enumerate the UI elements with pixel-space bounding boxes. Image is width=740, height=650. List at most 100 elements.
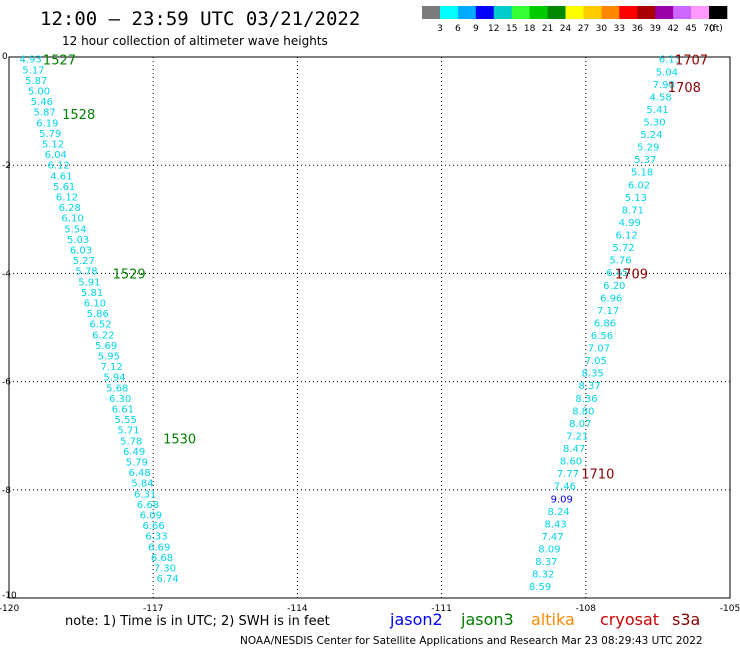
swh-value: 8.43: [544, 519, 566, 530]
swh-value: 5.30: [643, 117, 665, 128]
swh-value: 8.59: [529, 582, 551, 593]
swh-value: 5.94: [103, 373, 125, 384]
swh-value: 6.04: [45, 150, 67, 161]
swh-value: 8.80: [572, 406, 594, 417]
swh-value: 8.37: [535, 557, 557, 568]
swh-value: 5.76: [609, 256, 631, 267]
swh-value: 6.22: [92, 330, 114, 341]
colorbar-swatch: [565, 6, 584, 19]
swh-value: 6.30: [109, 394, 131, 405]
colorbar-swatch: [583, 6, 602, 19]
colorbar-label: 27: [578, 24, 589, 34]
swh-value: 7.05: [585, 356, 607, 367]
x-tick-label: -111: [431, 604, 451, 614]
swh-value: 6.52: [89, 320, 111, 331]
colorbar-swatch: [619, 6, 638, 19]
y-tick-label: -4: [2, 269, 11, 279]
swh-value: 7.77: [557, 469, 579, 480]
swh-value: 5.68: [106, 383, 128, 394]
swh-value: 7.12: [101, 362, 123, 373]
time-label: 1528: [62, 108, 95, 123]
colorbar-label: 42: [667, 24, 678, 34]
chart-title: 12:00 – 23:59 UTC 03/21/2022: [40, 8, 360, 30]
swh-value: 6.49: [123, 447, 145, 458]
swh-value: 5.13: [625, 193, 647, 204]
colorbar-label: 12: [488, 24, 499, 34]
y-tick-label: 0: [2, 52, 8, 62]
swh-value: 9.09: [551, 494, 573, 505]
swh-value: 5.84: [131, 479, 153, 490]
time-label: 1527: [43, 54, 76, 69]
swh-value: 6.45: [606, 268, 628, 279]
swh-value: 8.32: [532, 570, 554, 581]
swh-value: 4.93: [19, 55, 41, 66]
time-label: 1710: [581, 468, 614, 483]
y-tick-label: -10: [2, 591, 17, 601]
swh-value: 4.99: [619, 218, 641, 229]
swh-value: 6.33: [145, 532, 167, 543]
footer-text: NOAA/NESDIS Center for Satellite Applica…: [240, 635, 703, 647]
swh-value: 5.79: [126, 457, 148, 468]
swh-value: 5.46: [31, 97, 53, 108]
swh-value: 6.69: [148, 542, 170, 553]
note-text: note: 1) Time is in UTC; 2) SWH is in fe…: [65, 614, 330, 629]
colorbar-label: 36: [632, 24, 644, 34]
legend-item-jason2: jason2: [389, 610, 443, 629]
colorbar-swatch: [493, 6, 513, 19]
swh-value: 6.68: [151, 553, 173, 564]
colorbar-swatch: [547, 6, 566, 19]
swh-value: 6.02: [628, 180, 650, 191]
colorbar-label: 15: [506, 24, 517, 34]
swh-value: 6.19: [36, 118, 58, 129]
colorbar-swatch: [439, 6, 459, 19]
swh-value: 6.09: [140, 510, 162, 521]
swh-value: 5.18: [631, 168, 653, 179]
plot-frame: [8, 56, 731, 599]
legend-item-s3a: s3a: [672, 610, 700, 629]
time-label: 1709: [615, 267, 648, 282]
swh-value: 6.10: [84, 298, 106, 309]
x-tick-label: -108: [576, 604, 597, 614]
swh-value: 6.68: [137, 500, 159, 511]
swh-value: 5.54: [64, 224, 86, 235]
colorbar-swatch: [673, 6, 692, 19]
colorbar-label: 45: [685, 24, 696, 34]
y-tick-label: -2: [2, 161, 11, 171]
swh-value: 6.10: [61, 214, 83, 225]
swh-value: 5.72: [612, 243, 634, 254]
swh-value: 8.35: [582, 369, 604, 380]
x-tick-label: -120: [0, 604, 19, 614]
swh-value: 5.17: [22, 65, 44, 76]
swh-value: 5.37: [634, 155, 656, 166]
swh-value: 5.87: [25, 76, 47, 87]
swh-value: 6.61: [112, 404, 134, 415]
swh-value: 5.78: [75, 267, 97, 278]
colorbar-swatch: [601, 6, 620, 19]
swh-value: 4.61: [50, 171, 72, 182]
track-cryosat: 6.135.04 7.904.58 5.415.30 5.24 5.295.37 5.18…: [529, 54, 708, 593]
satellite-legend: jason2 jason3 altika cryosat s3a: [389, 610, 700, 629]
swh-value: 5.91: [78, 277, 100, 288]
swh-value: 6.56: [591, 331, 613, 342]
swh-value: 7.30: [154, 563, 176, 574]
legend-item-jason3: jason3: [460, 610, 514, 629]
y-tick-label: -8: [2, 486, 11, 496]
swh-value: 6.96: [600, 293, 622, 304]
swh-value: 5.86: [87, 309, 109, 320]
satellite-tracks: 4.935.175.875.005.465.876.195.795.126.04…: [19, 54, 708, 593]
x-tick-label: -117: [143, 604, 163, 614]
legend-item-cryosat: cryosat: [600, 610, 659, 629]
x-tick-label: -114: [287, 604, 308, 614]
swh-value: 5.61: [53, 182, 75, 193]
time-label: 1708: [668, 81, 701, 96]
swh-value: 5.79: [39, 129, 61, 140]
swh-value: 8.09: [538, 545, 560, 556]
swh-value: 8.71: [622, 205, 644, 216]
swh-value: 6.74: [156, 574, 178, 585]
track-jason3: 4.935.175.875.005.465.876.195.795.126.04…: [19, 54, 196, 585]
colorbar-label: 6: [455, 24, 461, 34]
swh-value: 6.03: [70, 245, 92, 256]
colorbar: 3 6 9 12 15 18 21 24 27 30 33 36 39 42 45 70(ft): [422, 6, 728, 34]
swh-value: 7.17: [597, 306, 619, 317]
